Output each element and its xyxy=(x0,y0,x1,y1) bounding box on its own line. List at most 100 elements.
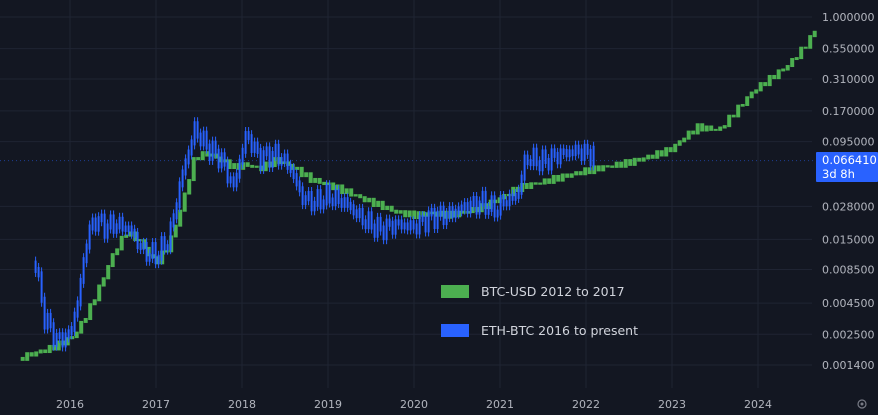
series-bar xyxy=(250,164,255,168)
series-bar xyxy=(317,177,322,184)
series-bar xyxy=(340,184,345,195)
series-bar xyxy=(106,265,111,280)
series-bar xyxy=(763,82,768,87)
series-bar xyxy=(389,205,394,212)
series-bar xyxy=(772,74,777,80)
y-tick-label: 0.170000 xyxy=(822,105,875,118)
grid xyxy=(0,0,816,388)
x-tick-label: 2020 xyxy=(400,398,428,411)
series-bar xyxy=(70,336,75,340)
y-tick-label: 1.000000 xyxy=(822,11,875,24)
series-bar xyxy=(628,159,633,166)
x-axis: 2016 2017 2018 2019 2020 2021 2022 2023 2024 xyxy=(56,398,772,411)
series-bar xyxy=(700,123,705,132)
current-price-countdown: 3d 8h xyxy=(822,167,855,181)
series-bar xyxy=(205,151,210,157)
series-bar xyxy=(83,318,88,323)
series-bar xyxy=(380,200,385,211)
series-bar xyxy=(313,177,318,183)
series-bar xyxy=(371,197,376,207)
series-bar xyxy=(767,74,772,87)
series-bar xyxy=(758,82,763,92)
series-bar xyxy=(241,162,246,170)
series-bar xyxy=(641,157,646,162)
series-bar xyxy=(538,182,543,185)
series-bar xyxy=(722,125,727,129)
x-tick-label: 2021 xyxy=(486,398,514,411)
series-bar xyxy=(704,125,709,132)
series-bar xyxy=(124,234,129,238)
series-bar xyxy=(668,147,673,153)
series-bar xyxy=(358,194,363,199)
series-bar xyxy=(38,349,43,354)
series-bar xyxy=(403,210,408,218)
series-bar xyxy=(101,277,106,287)
series-bar xyxy=(601,165,606,172)
series-bar xyxy=(20,356,25,361)
series-bar xyxy=(272,157,277,168)
series-bar xyxy=(637,157,642,162)
current-price-value: 0.066410 xyxy=(822,153,877,167)
legend: BTC-USD 2012 to 2017 ETH-BTC 2016 to pre… xyxy=(441,284,638,338)
series-bar xyxy=(524,183,529,189)
series-bar xyxy=(529,182,534,189)
series-bar xyxy=(295,166,300,170)
x-tick-label: 2019 xyxy=(314,398,342,411)
series-bar xyxy=(65,337,70,346)
series-bar xyxy=(776,69,781,80)
series-bar xyxy=(682,137,687,143)
legend-label-btc: BTC-USD 2012 to 2017 xyxy=(481,284,625,299)
series-bar xyxy=(646,154,651,160)
settings-gear-icon[interactable] xyxy=(857,399,867,409)
series-bar xyxy=(659,150,664,157)
series-bar xyxy=(200,151,205,161)
series-bar xyxy=(245,162,250,167)
y-tick-label: 0.008500 xyxy=(822,263,875,276)
series-bar xyxy=(583,167,588,176)
series-bar xyxy=(29,352,34,357)
y-tick-label: 0.004500 xyxy=(822,297,875,310)
series-bar xyxy=(718,126,723,131)
series-bar xyxy=(421,211,426,217)
series-bar xyxy=(727,114,732,128)
series-bar xyxy=(385,205,390,211)
series-bar xyxy=(173,224,178,238)
series-bar xyxy=(790,58,795,68)
series-bar xyxy=(187,179,192,195)
series-bar xyxy=(353,194,358,197)
series-bar xyxy=(677,140,682,146)
y-tick-label: 0.095000 xyxy=(822,136,875,149)
series-bar xyxy=(349,188,354,197)
series-bar xyxy=(596,165,601,172)
series-bar xyxy=(614,161,619,168)
series-bar xyxy=(326,182,331,186)
series-bar xyxy=(47,344,52,354)
series-bar xyxy=(695,123,700,135)
series-bar xyxy=(398,210,403,214)
series-bar xyxy=(254,165,259,168)
series-bar xyxy=(43,349,48,354)
series-bar xyxy=(304,172,309,178)
series-bar xyxy=(619,161,624,168)
series-bar xyxy=(394,209,399,214)
series-bar xyxy=(794,57,799,61)
series-bar xyxy=(376,200,381,207)
series-bar xyxy=(461,210,466,214)
series-bar xyxy=(196,157,201,161)
legend-swatch-btc xyxy=(441,285,469,298)
series-bar xyxy=(79,320,84,334)
x-tick-label: 2016 xyxy=(56,398,84,411)
series-bar xyxy=(799,46,804,60)
series-bar xyxy=(164,250,169,253)
series-bar xyxy=(542,178,547,185)
series-bar xyxy=(587,167,592,175)
series-bar xyxy=(308,172,313,183)
series-bar xyxy=(731,114,736,118)
series-bar xyxy=(569,173,574,178)
series-bar xyxy=(686,130,691,140)
series-bar xyxy=(610,165,615,168)
series-bar xyxy=(812,30,817,38)
series-bar xyxy=(803,46,808,49)
series-bar xyxy=(479,203,484,213)
